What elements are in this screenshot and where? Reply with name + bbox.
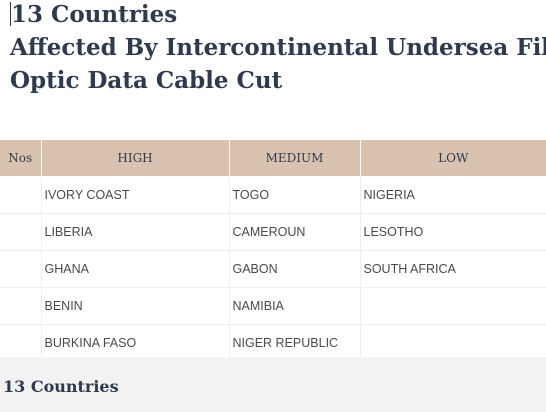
cell-high: IVORY COAST (41, 176, 230, 214)
cell-nos (0, 213, 42, 251)
cell-low (360, 324, 546, 362)
cell-medium: GABON (229, 250, 361, 288)
table-row: LIBERIA CAMEROUN LESOTHO (0, 213, 546, 251)
cell-medium: CAMEROUN (229, 213, 361, 251)
cell-nos (0, 250, 42, 288)
title-line-3: Optic Data Cable Cut (10, 67, 283, 94)
title-line-1: 13 Countries (10, 0, 546, 31)
title-line-2: Affected By Intercontinental Undersea Fi… (10, 34, 546, 61)
cell-high: GHANA (41, 250, 230, 288)
cell-nos (0, 287, 42, 325)
header-medium: MEDIUM (229, 140, 361, 177)
footer-heading: 13 Countries (3, 377, 119, 396)
cell-low: LESOTHO (360, 213, 546, 251)
cell-high: LIBERIA (41, 213, 230, 251)
cell-nos (0, 176, 42, 214)
header-high: HIGH (41, 140, 230, 177)
cell-low: SOUTH AFRICA (360, 250, 546, 288)
table-row: GHANA GABON SOUTH AFRICA (0, 250, 546, 288)
table-header-row: Nos HIGH MEDIUM LOW (0, 140, 546, 177)
cell-low (360, 287, 546, 325)
cell-high: BENIN (41, 287, 230, 325)
cell-medium: TOGO (229, 176, 361, 214)
header-low: LOW (360, 140, 546, 177)
text-cursor (10, 2, 11, 26)
countries-table: Nos HIGH MEDIUM LOW IVORY COAST TOGO NIG… (0, 140, 546, 362)
table-row: BURKINA FASO NIGER REPUBLIC (0, 324, 546, 362)
table-row: BENIN NAMIBIA (0, 287, 546, 325)
cell-high: BURKINA FASO (41, 324, 230, 362)
cell-medium: NIGER REPUBLIC (229, 324, 361, 362)
table-row: IVORY COAST TOGO NIGERIA (0, 176, 546, 214)
header-nos: Nos (0, 140, 42, 177)
article-title: 13 Countries Affected By Intercontinenta… (10, 0, 546, 97)
footer-bar: 13 Countries (0, 357, 546, 412)
cell-nos (0, 324, 42, 362)
title-line-1-text: 13 Countries (11, 1, 178, 28)
cell-low: NIGERIA (360, 176, 546, 214)
cell-medium: NAMIBIA (229, 287, 361, 325)
